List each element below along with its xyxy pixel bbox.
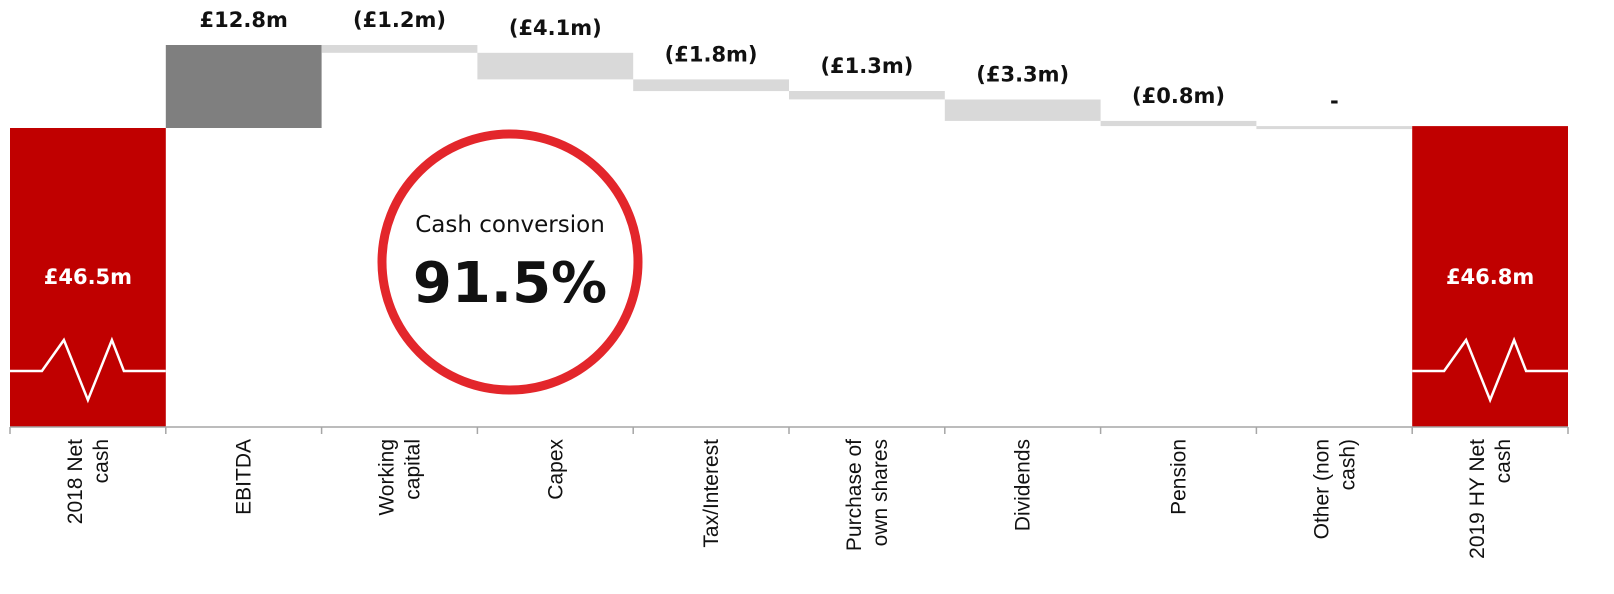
tick-label-3: Working capital [376,439,425,516]
value-label-4: (£4.1m) [509,16,602,40]
tick-label-line: own shares [869,439,892,546]
tick-label-6: Purchase of own shares [843,439,892,551]
cash-conversion-badge: Cash conversion 91.5% [377,129,643,395]
tick-label-1: 2018 Net cash [64,439,113,524]
bar-3 [321,45,478,53]
bar-6 [789,91,945,100]
tick-label-line: Tax/Interest [700,439,723,548]
x-axis [9,426,1569,434]
axis-break-10 [1412,336,1568,404]
tick-label-line: EBITDA [233,439,256,515]
cash-conversion-caption: Cash conversion [415,212,605,238]
tick-label-10: 2019 HY Net cash [1466,439,1515,559]
tick-label-line: cash [90,439,113,483]
bar-5 [633,79,789,92]
bar-9 [1256,126,1413,130]
tick-label-line: Capex [544,439,567,500]
bar-1 [10,128,166,427]
tick-label-5: Tax/Interest [700,439,723,548]
value-label-9: - [1330,89,1339,113]
bar-2 [165,45,322,128]
value-label-6: (£1.3m) [820,54,913,78]
tick-label-line: Other (non [1310,439,1333,539]
bar-8 [1100,120,1257,127]
tick-label-line: Dividends [1012,439,1035,531]
cash-conversion-ring [377,129,643,395]
bar-4 [477,52,634,80]
tick-label-line: Working [376,439,399,516]
value-label-10: £46.8m [1446,265,1534,289]
axis-break-layer [10,336,1568,404]
tick-label-line: capital [402,439,425,500]
x-tick-labels: 2018 Net cash EBITDA Working capital Capex Tax… [64,439,1515,559]
tick-label-line: 2019 HY Net [1466,439,1489,559]
tick-label-line: cash) [1336,439,1359,490]
bar-10 [1412,126,1568,427]
value-label-1: £46.5m [44,265,132,289]
tick-label-4: Capex [544,439,567,500]
value-label-2: £12.8m [200,8,288,32]
value-label-5: (£1.8m) [665,42,758,66]
tick-label-line: Pension [1168,439,1191,515]
tick-label-line: Purchase of [843,439,866,551]
value-label-8: (£0.8m) [1132,84,1225,108]
value-label-3: (£1.2m) [353,8,446,32]
tick-label-9: Other (non cash) [1310,439,1359,539]
tick-label-2: EBITDA [233,439,256,515]
value-labels-layer: £46.5m £12.8m (£1.2m) (£4.1m) (£1.8m) (£1.3m)… [44,8,1535,289]
cash-conversion-value: 91.5% [413,251,607,316]
tick-label-7: Dividends [1012,439,1035,531]
axis-break-1 [10,336,166,404]
tick-label-line: 2018 Net [64,439,87,524]
bar-7 [944,99,1101,121]
bars-layer [10,45,1568,427]
value-label-7: (£3.3m) [976,63,1069,87]
tick-label-line: cash [1492,439,1515,483]
tick-label-8: Pension [1168,439,1191,515]
